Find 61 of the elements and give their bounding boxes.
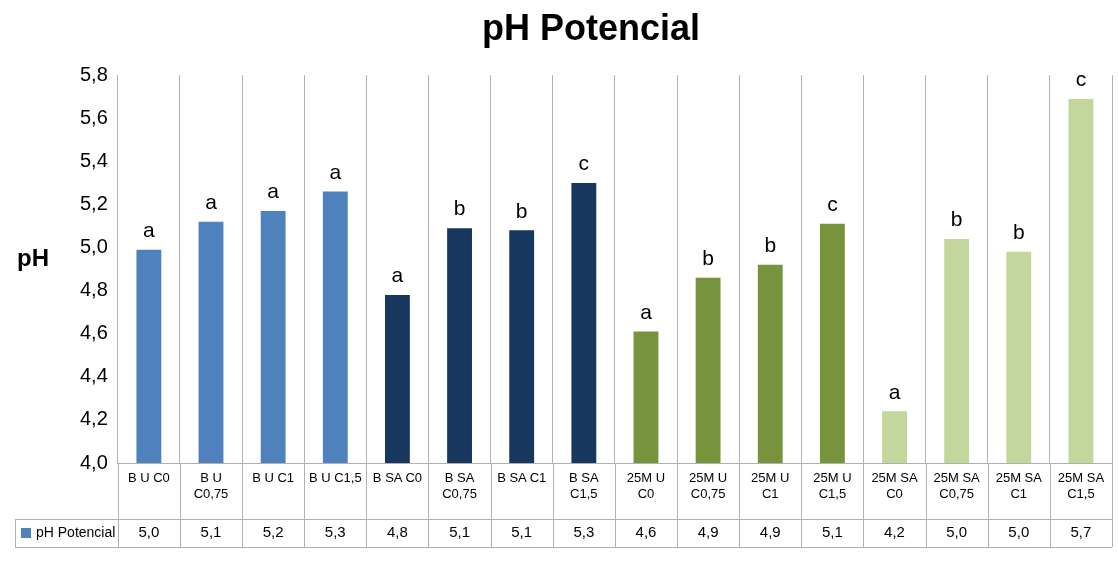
data-label: 5,0 [138, 523, 160, 541]
annotation: a [143, 218, 156, 242]
x-tick-label: 25M U C1 [751, 470, 790, 501]
y-tick-label: 5,4 [79, 148, 108, 171]
data-label: 5,1 [200, 523, 222, 541]
y-tick-label: 4,0 [79, 450, 108, 473]
data-label: 5,1 [821, 523, 843, 541]
x-tick-label: B SA C0 [372, 470, 422, 486]
x-tick-label: 25M SA C1,5 [1057, 470, 1105, 501]
y-tick-label: 5,0 [79, 235, 108, 258]
x-tick-label: B U C0,75 [193, 470, 229, 501]
annotation: b [764, 233, 777, 257]
y-tick-label: 5,6 [79, 105, 108, 128]
y-tick-label: 4,2 [79, 407, 108, 430]
annotation: c [827, 192, 838, 216]
annotation: c [1075, 67, 1087, 91]
y-tick-label: 4,4 [79, 364, 108, 387]
data-label: 5,7 [1070, 523, 1092, 541]
x-tick-label: 25M SA C1 [995, 470, 1043, 501]
x-tick-label: B SA C1,5 [569, 470, 599, 501]
x-tick-label: 25M U C0 [626, 470, 666, 501]
annotation: a [329, 159, 342, 183]
annotation: a [205, 190, 218, 213]
data-label: 5,1 [449, 523, 470, 541]
annotation: a [267, 179, 280, 203]
data-label: 4,6 [635, 523, 657, 541]
annotation: a [888, 379, 901, 403]
data-label: 5,2 [262, 523, 284, 541]
annotation: a [640, 299, 653, 323]
data-label: 4,9 [697, 523, 719, 541]
x-tick-label: 25M SA C0 [871, 470, 918, 501]
y-tick-label: 5,2 [79, 191, 108, 214]
y-tick-label: 5,8 [79, 62, 108, 85]
data-label: 5,3 [573, 523, 595, 541]
x-tick-label: 25M U C1,5 [813, 470, 852, 501]
x-tick-label: 25M U C0,75 [688, 470, 728, 501]
data-label: 4,2 [884, 523, 905, 541]
annotation: a [391, 263, 404, 287]
legend-label: pH Potencial [36, 523, 116, 540]
data-label: 5,0 [1008, 523, 1030, 541]
annotation: b [453, 196, 466, 220]
data-label: 4,9 [759, 523, 781, 541]
data-label: 4,8 [386, 523, 408, 541]
annotation: b [1012, 220, 1025, 244]
annotation: b [950, 207, 963, 231]
x-tick-label: B U C0 [127, 470, 170, 486]
y-tick-label: 4,8 [79, 278, 108, 301]
y-tick-label: 4,6 [79, 321, 108, 344]
x-tick-label: B SA C0,75 [442, 470, 477, 501]
annotation: c [578, 151, 590, 175]
chart-title: pH Potencial [481, 6, 701, 48]
data-label: 5,0 [946, 523, 968, 541]
annotation: b [702, 246, 714, 270]
x-tick-label: B SA C1 [497, 470, 547, 486]
y-axis-title: pH [17, 243, 49, 271]
data-label: 5,1 [511, 523, 533, 541]
x-tick-label: B U C1,5 [308, 470, 362, 486]
annotation: b [515, 198, 528, 222]
x-tick-label: B U C1 [252, 470, 295, 486]
x-tick-label: 25M SA C0,75 [933, 470, 981, 501]
data-label: 5,3 [324, 523, 346, 541]
